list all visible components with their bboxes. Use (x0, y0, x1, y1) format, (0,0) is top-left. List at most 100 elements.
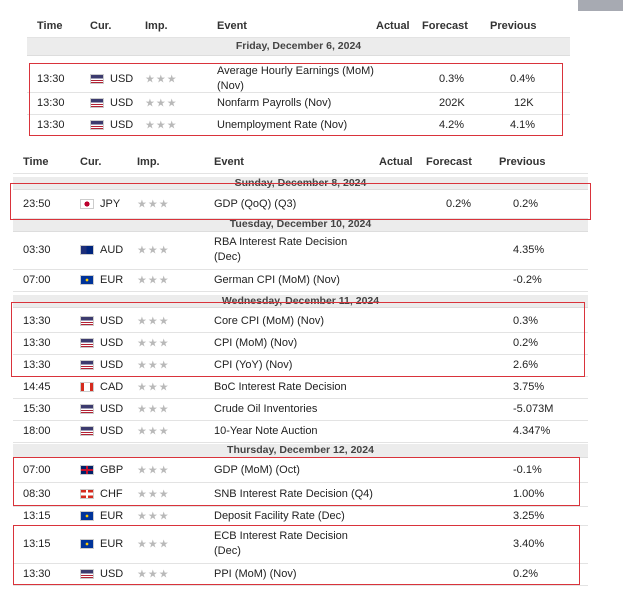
usa-flag-icon (90, 119, 104, 130)
forecast: 0.3% (439, 72, 465, 85)
day-header: Thursday, December 12, 2024 (13, 444, 588, 458)
event-name[interactable]: 10-Year Note Auction (214, 425, 318, 437)
previous: 0.2% (513, 337, 539, 349)
event-name[interactable]: German CPI (MoM) (Nov) (214, 274, 340, 286)
event-name[interactable]: CPI (MoM) (Nov) (214, 337, 298, 349)
event-name[interactable]: PPI (MoM) (Nov) (214, 568, 297, 580)
event-name[interactable]: Nonfarm Payrolls (Nov) (217, 97, 332, 109)
header-time: Time (23, 156, 49, 168)
time: 03:30 (23, 244, 51, 256)
importance-stars: ★★★ (137, 381, 170, 394)
event-name[interactable]: SNB Interest Rate Decision (Q4) (214, 488, 373, 500)
time: 07:00 (23, 274, 51, 286)
event-name[interactable]: Core CPI (MoM) (Nov) (214, 315, 325, 327)
currency: USD (80, 403, 123, 415)
importance-stars: ★★★ (145, 97, 178, 110)
previous: -5.073M (513, 403, 554, 415)
currency: USD (80, 425, 123, 437)
table-row[interactable]: 13:30 USD ★★★ Average Hourly Earnings (M… (27, 65, 570, 93)
event-name[interactable]: Unemployment Rate (Nov) (217, 118, 348, 131)
importance-stars: ★★★ (137, 464, 170, 477)
importance-stars: ★★★ (145, 119, 178, 131)
currency: EUR (80, 510, 123, 522)
table-row[interactable]: 14:45 CAD ★★★ BoC Interest Rate Decision 3.7… (13, 376, 588, 399)
table-row[interactable]: 03:30 AUD ★★★ RBA Interest Rate Decision (De… (13, 231, 588, 270)
table-row[interactable]: 07:00 GBP ★★★ GDP (MoM) (Oct) -0.1% (13, 458, 588, 483)
usa-flag-icon (80, 360, 94, 371)
currency: CAD (80, 381, 123, 393)
importance-stars: ★★★ (137, 244, 170, 257)
event-name[interactable]: BoC Interest Rate Decision (214, 381, 347, 393)
importance-stars: ★★★ (137, 488, 170, 501)
previous: 0.2% (513, 198, 539, 210)
table-row[interactable]: 13:30 USD ★★★ Unemployment Rate (Nov) 4.… (27, 114, 570, 135)
swiss-flag-icon (80, 489, 94, 500)
table-header: Time Cur. Imp. Event Actual Forecast Pre… (27, 15, 570, 38)
event-name[interactable]: Average Hourly Earnings (MoM) (Nov) (217, 64, 374, 92)
day-header: Sunday, December 8, 2024 (13, 177, 588, 190)
currency: USD (80, 568, 123, 580)
header-previous: Previous (490, 20, 537, 32)
header-forecast: Forecast (426, 156, 472, 168)
eu-flag-icon (80, 510, 94, 521)
usa-flag-icon (80, 404, 94, 415)
table-row[interactable]: 13:30 USD ★★★ CPI (MoM) (Nov) 0.2% (13, 332, 588, 355)
table-row[interactable]: 18:00 USD ★★★ 10-Year Note Auction 4.347% (13, 420, 588, 443)
forecast: 0.2% (446, 198, 472, 210)
header-currency: Cur. (80, 156, 102, 168)
forecast: 4.2% (439, 118, 465, 131)
event-name[interactable]: Deposit Facility Rate (Dec) (214, 509, 345, 522)
previous: 2.6% (513, 359, 539, 371)
currency: EUR (80, 274, 123, 286)
usa-flag-icon (90, 73, 104, 84)
event-name[interactable]: ECB Interest Rate Decision (Dec) (214, 530, 348, 557)
event-name[interactable]: Crude Oil Inventories (214, 403, 318, 415)
importance-stars: ★★★ (137, 359, 170, 372)
day-header: Wednesday, December 11, 2024 (13, 295, 588, 308)
importance-stars: ★★★ (137, 425, 170, 438)
usa-flag-icon (80, 426, 94, 437)
eu-flag-icon (80, 275, 94, 286)
table-row[interactable]: 13:30 USD ★★★ CPI (YoY) (Nov) 2.6% (13, 354, 588, 377)
table-row[interactable]: 23:50 JPY ★★★ GDP (QoQ) (Q3) 0.2% 0.2% (13, 190, 588, 219)
table-row[interactable]: 13:30 USD ★★★ PPI (MoM) (Nov) 0.2% (13, 563, 588, 586)
table-row[interactable]: 13:30 USD ★★★ Core CPI (MoM) (Nov) 0.3% (13, 310, 588, 333)
eu-flag-icon (80, 539, 94, 550)
time: 14:45 (23, 381, 51, 393)
usa-flag-icon (90, 98, 104, 109)
time: 13:15 (23, 509, 51, 522)
table-row[interactable]: 13:15 EUR ★★★ ECB Interest Rate Decision (De… (13, 525, 588, 564)
event-name[interactable]: GDP (QoQ) (Q3) (214, 198, 297, 210)
event-name[interactable]: RBA Interest Rate Decision (Dec) (214, 236, 348, 263)
time: 13:15 (23, 538, 51, 550)
header-importance: Imp. (137, 156, 160, 168)
previous: 0.3% (513, 315, 539, 327)
previous: 3.75% (513, 381, 545, 393)
forecast: 202K (439, 97, 465, 109)
day-header: Friday, December 6, 2024 (27, 38, 570, 56)
header-event: Event (217, 20, 247, 32)
previous: -0.2% (513, 274, 542, 286)
currency: EUR (80, 538, 123, 550)
usa-flag-icon (80, 338, 94, 349)
previous: -0.1% (513, 464, 542, 476)
table-row[interactable]: 08:30 CHF ★★★ SNB Interest Rate Decision (Q… (13, 482, 588, 507)
currency: USD (90, 97, 133, 109)
currency: USD (80, 359, 123, 371)
event-name[interactable]: CPI (YoY) (Nov) (214, 359, 293, 371)
table-row[interactable]: 07:00 EUR ★★★ German CPI (MoM) (Nov) -0.2% (13, 269, 588, 292)
header-event: Event (214, 156, 244, 168)
time: 13:30 (37, 72, 65, 85)
header-previous: Previous (499, 156, 546, 168)
header-currency: Cur. (90, 20, 112, 32)
previous: 0.4% (510, 72, 536, 85)
event-name[interactable]: GDP (MoM) (Oct) (214, 464, 300, 476)
currency: USD (90, 119, 133, 131)
table-row[interactable]: 13:30 USD ★★★ Nonfarm Payrolls (Nov) 202… (27, 92, 570, 115)
header-forecast: Forecast (422, 20, 468, 32)
table-row[interactable]: 15:30 USD ★★★ Crude Oil Inventories -5.073M (13, 398, 588, 421)
table-row[interactable]: 13:15 EUR ★★★ Deposit Facility Rate (Dec) 3.… (13, 506, 588, 526)
importance-stars: ★★★ (137, 337, 170, 350)
importance-stars: ★★★ (137, 198, 170, 211)
uk-flag-icon (80, 465, 94, 476)
